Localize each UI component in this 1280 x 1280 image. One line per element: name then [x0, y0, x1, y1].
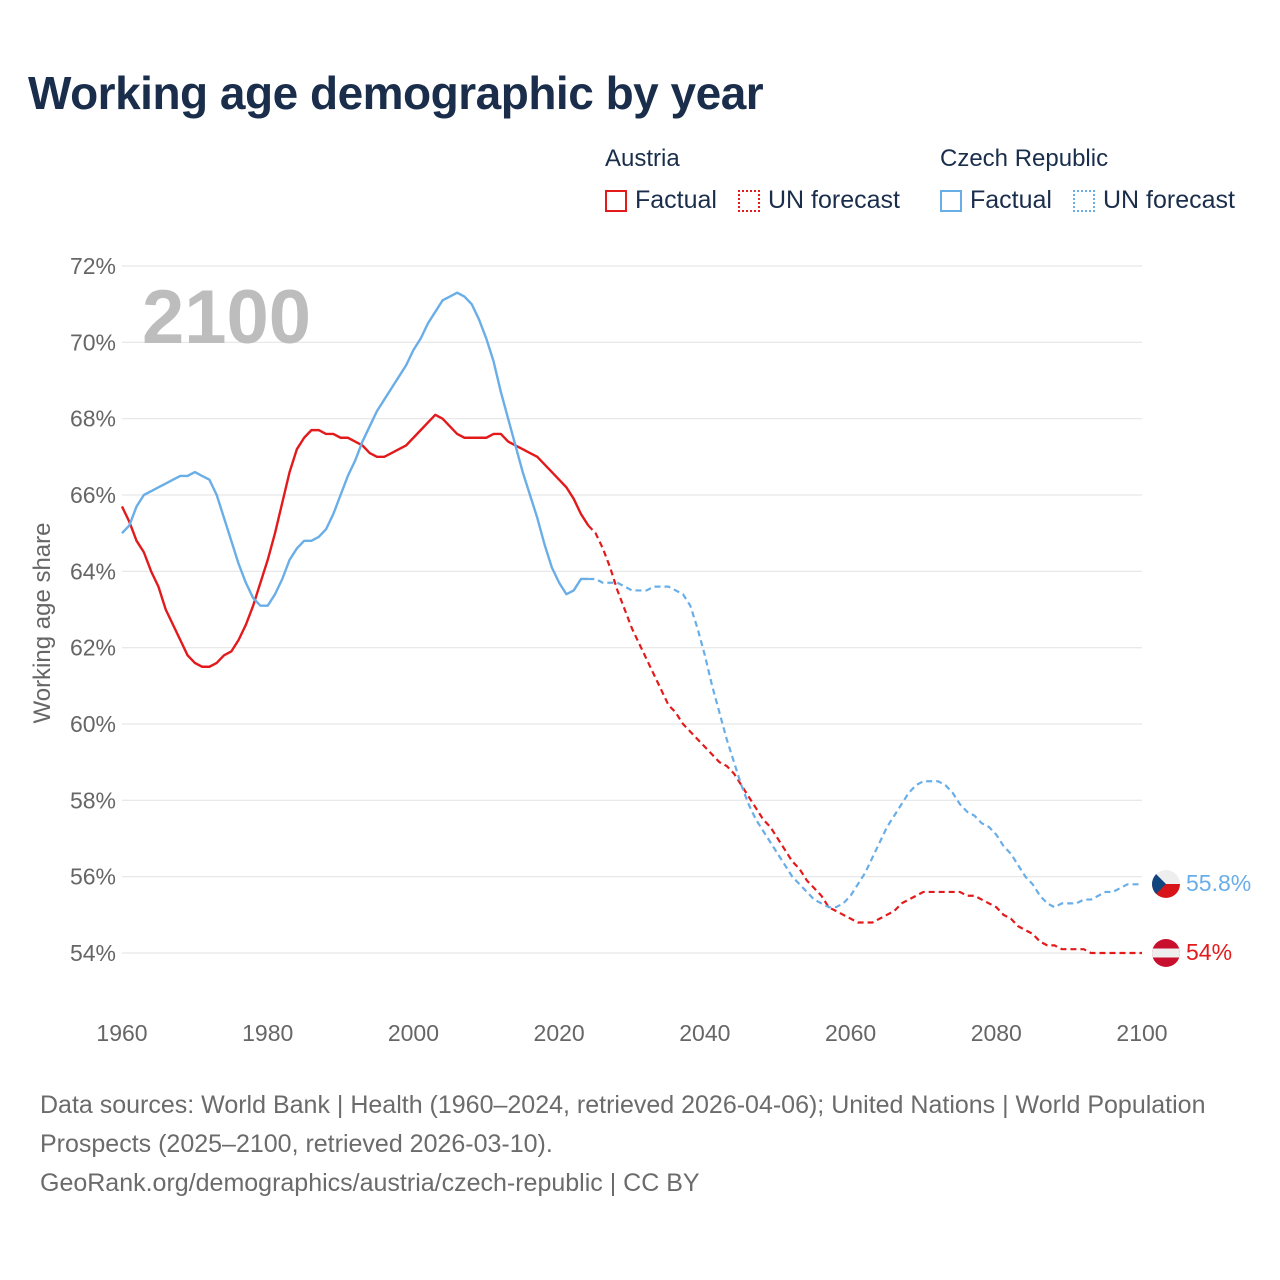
- x-tick-label-1980: 1980: [242, 1020, 293, 1046]
- legend-austria-forecast[interactable]: UN forecast: [738, 186, 900, 215]
- footer: Data sources: World Bank | Health (1960–…: [40, 1086, 1240, 1203]
- footer-sources: Data sources: World Bank | Health (1960–…: [40, 1091, 1206, 1158]
- legend-swatch-austria-factual: [605, 189, 627, 212]
- legend-swatch-czech-forecast: [1073, 189, 1095, 212]
- legend-austria-factual[interactable]: Factual: [605, 186, 717, 215]
- legend-label-austria-factual: Factual: [635, 186, 717, 214]
- y-tick-label-58: 58%: [70, 787, 116, 813]
- y-axis-label: Working age share: [29, 523, 56, 724]
- legend-label-czech-factual: Factual: [970, 186, 1052, 214]
- year-indicator: 2100: [142, 275, 311, 360]
- x-tick-label-2100: 2100: [1116, 1020, 1167, 1046]
- x-tick-label-2040: 2040: [679, 1020, 730, 1046]
- x-tick-label-2020: 2020: [534, 1020, 585, 1046]
- y-tick-label-54: 54%: [70, 940, 116, 966]
- chart-title: Working age demographic by year: [28, 67, 764, 119]
- y-tick-label-62: 62%: [70, 635, 116, 661]
- y-tick-label-72: 72%: [70, 253, 116, 279]
- footer-link[interactable]: GeoRank.org/demographics/austria/czech-r…: [40, 1169, 700, 1197]
- x-tick-label-2000: 2000: [388, 1020, 439, 1046]
- legend-swatch-czech-factual: [940, 189, 962, 212]
- x-tick-label-2080: 2080: [971, 1020, 1022, 1046]
- end-label-austria: 54%: [1186, 939, 1232, 965]
- x-tick-label-1960: 1960: [96, 1020, 147, 1046]
- y-tick-label-70: 70%: [70, 329, 116, 355]
- austria-flag-icon: [1152, 939, 1180, 967]
- y-axis-ticks: 54% 56% 58% 60% 62% 64% 66% 68% 70% 72%: [70, 253, 116, 966]
- line-chart: 54% 56% 58% 60% 62% 64% 66% 68% 70% 72% 1960 1980 2…: [29, 253, 1251, 1046]
- y-tick-label-64: 64%: [70, 558, 116, 584]
- series-lines: [120, 291, 1142, 955]
- legend-czech-title: Czech Republic: [940, 145, 1109, 172]
- y-tick-label-68: 68%: [70, 406, 116, 432]
- end-label-czech: 55.8%: [1186, 870, 1251, 896]
- y-tick-label-60: 60%: [70, 711, 116, 737]
- series-austria-factual: [120, 413, 590, 668]
- legend-czech-forecast[interactable]: UN forecast: [1073, 186, 1235, 215]
- grid-lines: [122, 265, 1142, 954]
- series-czech-republic-factual: [121, 291, 589, 607]
- legend-austria-title: Austria: [605, 145, 680, 172]
- legend-czech-factual[interactable]: Factual: [940, 186, 1052, 215]
- czech-flag-icon: [1152, 870, 1180, 898]
- x-tick-label-2060: 2060: [825, 1020, 876, 1046]
- series-czech-republic-forecast: [588, 577, 1142, 909]
- legend-label-czech-forecast: UN forecast: [1103, 186, 1235, 214]
- legend-swatch-austria-forecast: [738, 189, 760, 212]
- series-austria-forecast: [587, 524, 1142, 955]
- y-tick-label-66: 66%: [70, 482, 116, 508]
- x-axis-ticks: 1960 1980 2000 2020 2040 2060 2080 2100: [96, 1020, 1167, 1046]
- y-tick-label-56: 56%: [70, 864, 116, 890]
- legend-label-austria-forecast: UN forecast: [768, 186, 900, 214]
